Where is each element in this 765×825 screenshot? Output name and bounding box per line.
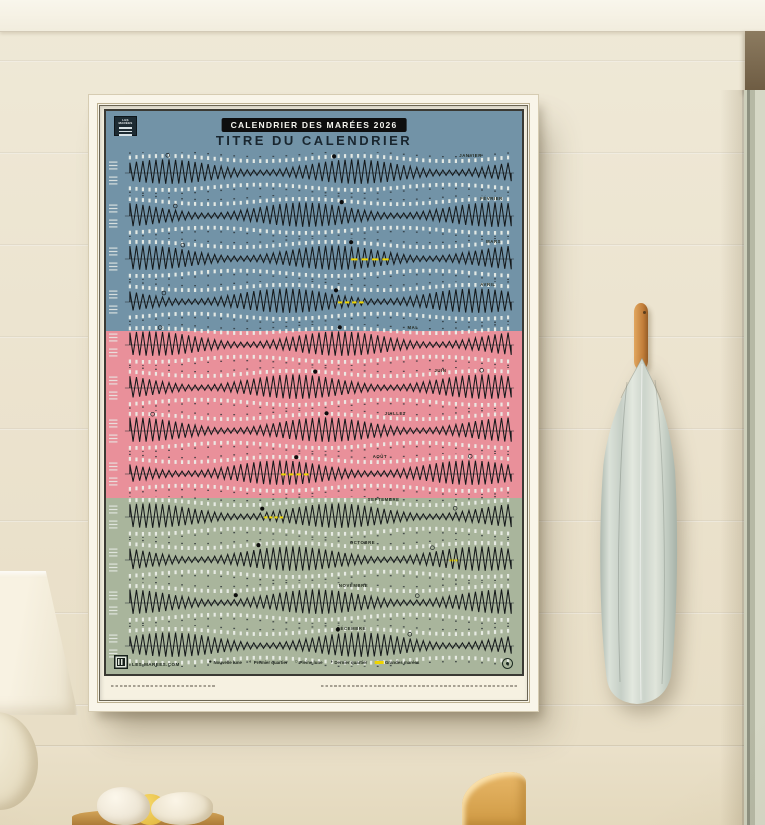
svg-text:NOVEMBRE: NOVEMBRE — [339, 583, 368, 588]
table-edge-line — [0, 745, 745, 747]
tide-chart-row-4: AVRIL — [106, 281, 522, 323]
svg-text:JUIN: JUIN — [434, 368, 446, 373]
legend-item-moon-1: ● Nouvelle lune — [208, 659, 242, 665]
big-tide-swatch-icon — [374, 660, 384, 665]
moon-phase-icon: ◑ — [329, 659, 333, 665]
svg-text:OCTOBRE: OCTOBRE — [350, 540, 375, 545]
svg-text:AOÛT: AOÛT — [373, 454, 387, 459]
tide-chart-row-5: MAI — [106, 324, 522, 366]
tide-chart-row-3: MARS — [106, 238, 522, 280]
hanging-towel — [600, 357, 678, 704]
peg-hole — [643, 311, 646, 314]
legend-items: ● Nouvelle lune ◐ Premier quartier ○ Pleine l… — [208, 659, 420, 665]
tide-chart-row-8: AOÛT — [106, 453, 522, 495]
tide-chart-row-2: FÉVRIER — [106, 195, 522, 237]
mirror-frame-shadow — [720, 90, 742, 825]
attribution-microtext-left — [111, 685, 215, 688]
frame-bevel — [97, 103, 530, 703]
svg-text:JANVIER: JANVIER — [459, 153, 482, 158]
tide-rows: JANVIER FÉVRIER MARS AVRIL MAI JUIN JUILLET AOÛ… — [106, 111, 522, 674]
tide-calendar-poster: LES MARÉES CALENDRIER DES MARÉES 2026 TI… — [104, 109, 524, 676]
wooden-peg-hook — [634, 303, 648, 370]
legend-item-big-tide: Grandes marées — [374, 660, 419, 665]
attribution-microtext-right — [321, 685, 517, 688]
svg-text:MARS: MARS — [486, 239, 501, 244]
tide-chart-row-7: JUILLET — [106, 410, 522, 452]
svg-text:FÉVRIER: FÉVRIER — [480, 196, 503, 201]
wall-panel-groove — [0, 60, 765, 62]
legend-item-moon-2: ◐ Premier quartier — [249, 659, 288, 665]
table-lamp-shade — [0, 571, 78, 715]
mirror-frame-top — [745, 31, 765, 93]
tide-chart-row-12: DÉCEMBRE — [106, 625, 522, 667]
poster-banner-title: CALENDRIER DES MARÉES 2026 — [221, 118, 407, 132]
les-marees-logo: LES MARÉES — [114, 116, 137, 136]
garlic-bulb-left — [97, 787, 150, 825]
garlic-bulb-right — [151, 792, 213, 825]
svg-text:AVRIL: AVRIL — [480, 282, 495, 287]
mirror-frame-edge — [742, 90, 765, 825]
framed-tide-calendar-poster: LES MARÉES CALENDRIER DES MARÉES 2026 TI… — [88, 94, 539, 712]
moon-phase-icon: ◐ — [249, 659, 253, 665]
tide-chart-row-1: JANVIER — [106, 152, 522, 194]
tide-chart-row-9: SEPTEMBRE — [106, 496, 522, 538]
svg-text:SEPTEMBRE: SEPTEMBRE — [368, 497, 400, 502]
moon-phase-icon: ● — [208, 659, 212, 665]
tide-chart-row-10: OCTOBRE — [106, 539, 522, 581]
legend-item-moon-4: ◑ Dernier quartier — [329, 659, 368, 665]
logo-text: LES MARÉES — [118, 117, 133, 125]
ceiling-trim — [0, 0, 765, 32]
poster-subtitle: TITRE DU CALENDRIER — [215, 133, 413, 148]
tide-chart-row-6: JUIN — [106, 367, 522, 409]
tide-chart-row-11: NOVEMBRE — [106, 582, 522, 624]
compass-icon — [502, 658, 513, 669]
moon-phase-icon: ○ — [294, 659, 298, 665]
qr-code — [114, 655, 128, 669]
legend-item-moon-3: ○ Pleine lune — [294, 659, 323, 665]
website-label: LES-MAREES.COM — [132, 662, 180, 667]
svg-text:MAI: MAI — [408, 325, 418, 330]
svg-text:JUILLET: JUILLET — [385, 411, 406, 416]
svg-text:DÉCEMBRE: DÉCEMBRE — [337, 626, 366, 631]
